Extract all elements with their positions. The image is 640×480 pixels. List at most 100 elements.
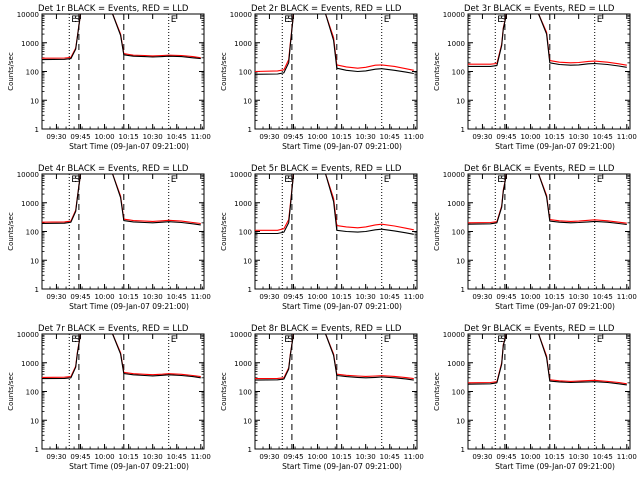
x-axis-label: Start Time (09-Jan-07 09:21:00)	[495, 142, 615, 151]
marker-letter-s: S	[287, 175, 293, 185]
x-tick-label: 09:45	[70, 133, 90, 141]
x-tick-label: 10:45	[593, 133, 613, 141]
x-tick-label: 09:30	[472, 133, 492, 141]
marker-letter-e: E	[71, 175, 77, 185]
x-tick-label: 10:45	[593, 453, 613, 461]
x-axis-label: Start Time (09-Jan-07 09:21:00)	[69, 142, 189, 151]
marker-letter-e: E	[284, 15, 290, 25]
y-tick-label: 10	[456, 417, 465, 425]
y-axis-label: Counts/sec	[220, 372, 228, 411]
plot-frame	[467, 13, 631, 130]
x-tick-label: 10:45	[167, 453, 187, 461]
y-axis-label: Counts/sec	[433, 212, 441, 251]
events-series-line	[41, 13, 201, 61]
marker-letter-e: E	[384, 175, 390, 185]
marker-letter-e: E	[497, 15, 503, 25]
y-tick-label: 100	[26, 389, 39, 397]
lld-series-line	[254, 333, 414, 380]
detector-panel-1: Det 1r BLACK = Events, RED = LLD 1 10 100 10…	[7, 4, 211, 151]
x-tick-label: 10:45	[593, 293, 613, 301]
detector-panel-3: Det 3r BLACK = Events, RED = LLD 1 10 100 10…	[433, 4, 637, 151]
y-tick-label: 10	[30, 257, 39, 265]
x-tick-label: 09:30	[259, 133, 279, 141]
x-tick-label: 10:15	[119, 453, 139, 461]
y-axis-label: Counts/sec	[433, 372, 441, 411]
y-tick-label: 100	[239, 389, 252, 397]
y-tick-label: 10000	[230, 331, 252, 339]
x-tick-label: 10:30	[143, 453, 163, 461]
y-tick-label: 10	[456, 97, 465, 105]
plot-frame	[254, 13, 418, 130]
x-tick-label: 09:30	[472, 453, 492, 461]
marker-letter-s: S	[500, 335, 506, 345]
x-tick-label: 10:45	[167, 133, 187, 141]
plot-frame	[467, 173, 631, 290]
y-tick-label: 10000	[443, 171, 465, 179]
y-tick-label: 1	[248, 286, 252, 294]
y-tick-label: 1000	[21, 40, 39, 48]
marker-letter-s: S	[500, 175, 506, 185]
marker-letter-e: E	[171, 15, 177, 25]
y-tick-label: 1	[35, 446, 39, 454]
y-tick-label: 1000	[447, 40, 465, 48]
x-axis-label: Start Time (09-Jan-07 09:21:00)	[282, 302, 402, 311]
y-tick-label: 10	[456, 257, 465, 265]
marker-letter-e: E	[171, 175, 177, 185]
panel-title: Det 7r BLACK = Events, RED = LLD	[38, 324, 189, 334]
x-tick-label: 10:45	[380, 453, 400, 461]
panel-title: Det 8r BLACK = Events, RED = LLD	[251, 324, 402, 334]
marker-letter-e: E	[384, 335, 390, 345]
x-tick-label: 11:00	[404, 453, 424, 461]
x-tick-label: 09:30	[259, 293, 279, 301]
x-tick-label: 10:30	[356, 453, 376, 461]
marker-letter-e: E	[71, 15, 77, 25]
lld-series-line	[467, 173, 627, 224]
x-tick-label: 10:45	[380, 293, 400, 301]
marker-letter-s: S	[287, 15, 293, 25]
y-tick-label: 1000	[21, 200, 39, 208]
panel-title: Det 2r BLACK = Events, RED = LLD	[251, 4, 402, 14]
panel-title: Det 6r BLACK = Events, RED = LLD	[464, 164, 615, 174]
marker-letter-e: E	[171, 335, 177, 345]
x-tick-label: 09:30	[46, 133, 66, 141]
events-series-line	[41, 173, 201, 226]
x-tick-label: 10:30	[356, 293, 376, 301]
marker-letter-s: S	[74, 335, 80, 345]
x-tick-label: 10:15	[545, 133, 565, 141]
marker-letter-s: S	[74, 175, 80, 185]
y-tick-label: 10000	[17, 171, 39, 179]
x-tick-label: 10:30	[143, 133, 163, 141]
y-axis-label: Counts/sec	[7, 372, 15, 411]
plot-frame	[41, 333, 205, 450]
x-tick-label: 11:00	[617, 133, 637, 141]
x-tick-label: 10:15	[119, 133, 139, 141]
y-tick-label: 1	[461, 286, 465, 294]
events-series-line	[467, 333, 627, 386]
x-tick-label: 10:00	[307, 133, 327, 141]
lld-series-line	[255, 173, 414, 231]
events-series-line	[255, 173, 414, 235]
x-tick-label: 09:30	[46, 453, 66, 461]
lld-series-line	[41, 13, 201, 59]
x-tick-label: 10:15	[545, 453, 565, 461]
y-tick-label: 1000	[234, 360, 252, 368]
x-axis-label: Start Time (09-Jan-07 09:21:00)	[282, 462, 402, 471]
y-tick-label: 1	[461, 126, 465, 134]
x-tick-label: 09:45	[283, 453, 303, 461]
x-tick-label: 10:15	[332, 133, 352, 141]
x-tick-label: 10:15	[119, 293, 139, 301]
panel-title: Det 9r BLACK = Events, RED = LLD	[464, 324, 615, 334]
plot-frame	[41, 13, 205, 130]
y-tick-label: 1000	[21, 360, 39, 368]
x-tick-label: 11:00	[191, 133, 211, 141]
y-axis-label: Counts/sec	[7, 52, 15, 91]
x-tick-label: 10:30	[569, 133, 589, 141]
x-tick-label: 10:00	[520, 453, 540, 461]
detector-panel-5: Det 5r BLACK = Events, RED = LLD 1 10 100 10…	[220, 164, 424, 311]
events-series-line	[254, 13, 414, 75]
y-tick-label: 1000	[234, 200, 252, 208]
x-tick-label: 10:00	[520, 133, 540, 141]
x-tick-label: 10:15	[332, 453, 352, 461]
x-tick-label: 10:45	[167, 293, 187, 301]
x-tick-label: 09:45	[70, 293, 90, 301]
